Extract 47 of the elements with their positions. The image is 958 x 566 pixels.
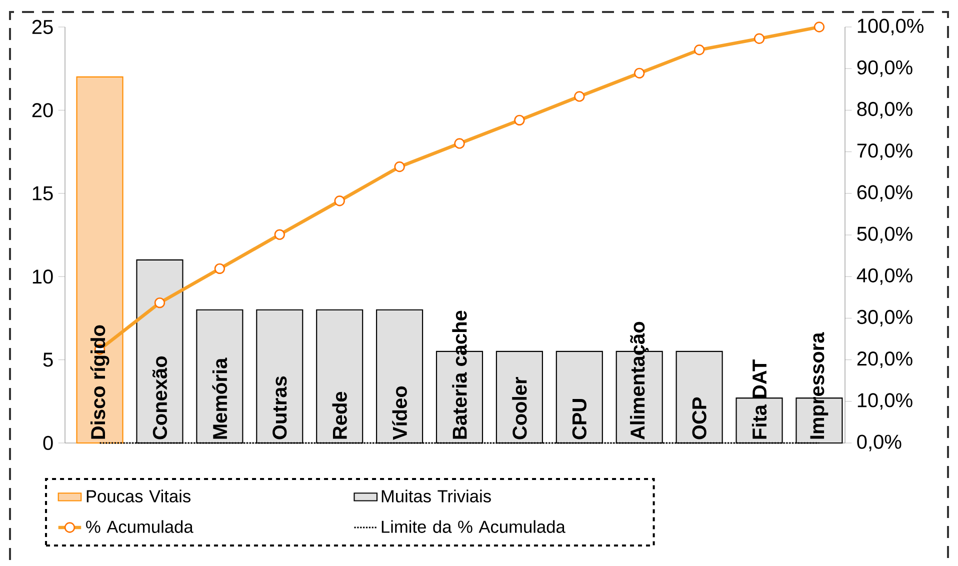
point bbox=[274, 229, 285, 240]
y2-tick-label: 10,0% bbox=[858, 393, 912, 410]
x-tick-label: Alimentação bbox=[630, 322, 649, 440]
y2-tick-label: 0,0% bbox=[857, 434, 902, 452]
point bbox=[754, 33, 765, 44]
y2-tick-label: 50,0% bbox=[857, 226, 912, 244]
point bbox=[394, 161, 405, 172]
y-tick-label: 0 bbox=[43, 436, 53, 450]
y2-tick-label: 20,0% bbox=[857, 352, 912, 368]
x-tick-label: OCP bbox=[692, 397, 706, 440]
y-tick-label: 15 bbox=[32, 186, 53, 200]
x-tick-label: Fita DAT bbox=[752, 360, 767, 439]
y-tick-label: 5 bbox=[43, 352, 53, 367]
x-tick-label: Impressora bbox=[810, 332, 828, 439]
point bbox=[634, 68, 645, 78]
x-tick-label: CPU bbox=[572, 399, 586, 440]
x-tick-label: Disco rígido bbox=[90, 325, 110, 439]
x-tick-label: Outras bbox=[272, 376, 287, 440]
y-tick-label: 10 bbox=[32, 270, 53, 284]
x-tick-label: Memória bbox=[212, 358, 228, 439]
legend-label: Limite da % Acumulada bbox=[382, 520, 566, 533]
point bbox=[454, 138, 465, 149]
y2-tick-label: 60,0% bbox=[857, 185, 912, 202]
point bbox=[814, 22, 825, 32]
point bbox=[694, 44, 705, 56]
point bbox=[334, 196, 345, 206]
y2-tick-label: 90,0% bbox=[857, 60, 912, 77]
y-tick-label: 25 bbox=[32, 20, 53, 34]
bar bbox=[76, 76, 124, 444]
y2-tick-label: 40,0% bbox=[856, 268, 912, 285]
point bbox=[574, 91, 585, 102]
y2-tick-label: 80,0% bbox=[857, 102, 912, 118]
x-tick-label: Cooler bbox=[512, 377, 527, 440]
legend-label: Muitas Triviais bbox=[382, 490, 491, 502]
y2-tick-label: 30,0% bbox=[857, 310, 912, 326]
x-tick-label: Rede bbox=[332, 392, 347, 439]
legend-label: % Acumulada bbox=[86, 520, 194, 533]
point bbox=[154, 297, 166, 308]
y2-tick-label: 70,0% bbox=[857, 144, 912, 160]
x-tick-label: Bateria cache bbox=[452, 310, 467, 439]
x-tick-label: Conexão bbox=[152, 356, 168, 440]
legend-label: Poucas Vitais bbox=[86, 490, 190, 502]
y-tick-label: 20 bbox=[32, 103, 53, 118]
point bbox=[214, 263, 226, 274]
x-tick-label: Vídeo bbox=[392, 386, 407, 440]
y2-tick-label: 100,0% bbox=[858, 18, 924, 36]
point bbox=[514, 114, 525, 126]
